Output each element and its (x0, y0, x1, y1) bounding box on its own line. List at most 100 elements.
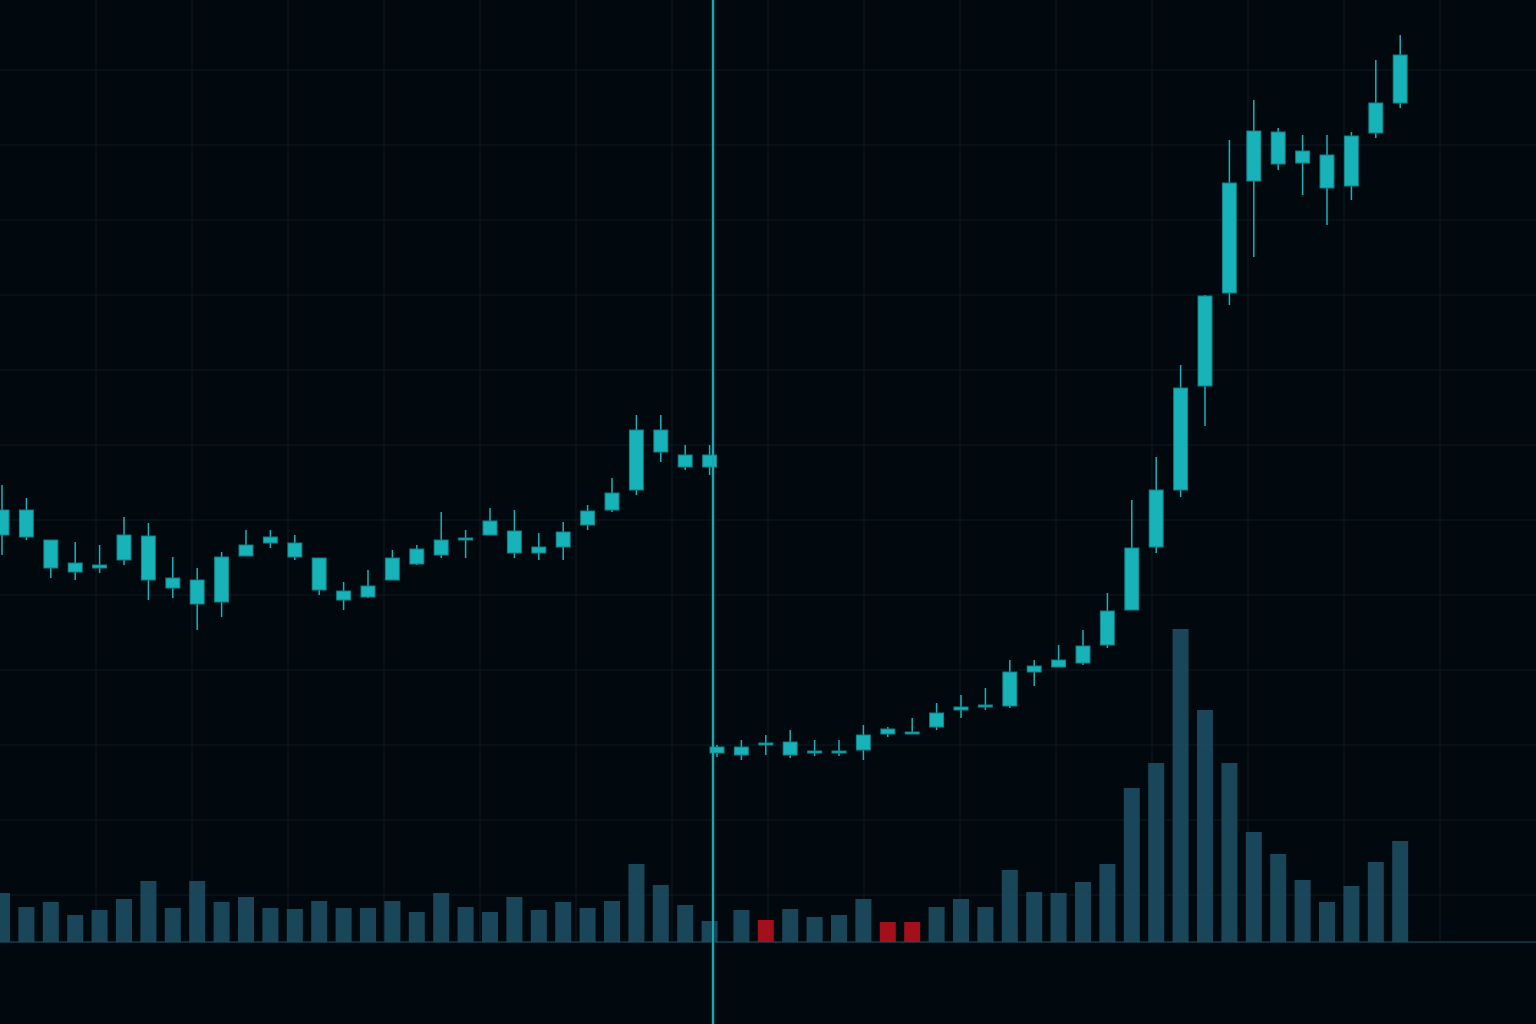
volume-bar (1270, 854, 1287, 942)
candle-body (702, 454, 718, 468)
candle-body (0, 509, 10, 536)
volume-bar (140, 881, 157, 942)
volume-bar (1075, 882, 1091, 942)
candle-body (1246, 130, 1262, 182)
volume-bar (1392, 841, 1409, 942)
candle-body (1295, 150, 1311, 164)
candle-body (458, 537, 474, 541)
candle-body (433, 539, 449, 556)
candle-body (782, 741, 798, 756)
volume-bar (604, 901, 620, 942)
candle-body (580, 510, 596, 526)
volume-bar (555, 902, 572, 942)
volume-bar (18, 907, 35, 942)
candle-body (1392, 54, 1408, 104)
candle-body (604, 492, 620, 511)
volume-bar (1123, 788, 1140, 942)
candle-body (287, 542, 303, 558)
volume-bar (433, 893, 450, 942)
candle-body (92, 564, 108, 569)
candle-body (506, 530, 522, 554)
volume-bar (855, 899, 872, 942)
volume-bar (91, 910, 108, 942)
volume-bar (1148, 763, 1165, 942)
candle-body (1173, 387, 1189, 491)
candle-body (18, 509, 34, 538)
candle-body (1343, 135, 1359, 187)
volume-bar (579, 908, 596, 942)
volume-bar (953, 899, 969, 942)
volume-bar (286, 909, 303, 942)
volume-bar (189, 881, 206, 942)
candle-body (1368, 102, 1384, 134)
candle-body (1051, 659, 1067, 668)
volume-bar (482, 912, 498, 942)
candle-body (904, 731, 920, 735)
volume-bar (164, 908, 181, 942)
candle-body (555, 531, 571, 548)
volume-bar (1050, 893, 1067, 942)
candle-body (140, 535, 156, 581)
volume-bar (831, 915, 847, 942)
candle-body (807, 750, 823, 754)
volume-bar (879, 922, 896, 942)
candle-body (1075, 645, 1091, 664)
volume-bar (977, 907, 994, 942)
volume-bar (628, 864, 645, 942)
candle-body (1221, 182, 1237, 294)
candle-body (214, 556, 230, 603)
volume-bar (311, 901, 328, 942)
volume-bar (1294, 880, 1311, 942)
volume-bar (1343, 886, 1360, 942)
candle-body (733, 746, 749, 756)
volume-bar (1099, 864, 1116, 942)
candle-body (1148, 489, 1164, 548)
volume-bar (904, 922, 921, 942)
volume-bar (408, 912, 425, 942)
candle-body (360, 585, 376, 598)
candle-body (482, 520, 498, 536)
candle-body (831, 750, 847, 754)
candle-body (709, 746, 725, 754)
volume-bar (360, 908, 376, 942)
candle-body (953, 706, 969, 711)
volume-bar (928, 907, 945, 942)
volume-bar (782, 909, 799, 942)
volume-bar (1245, 832, 1262, 942)
candle-body (165, 577, 181, 589)
candle-body (43, 539, 59, 569)
volume-bar (213, 902, 230, 942)
candle-body (1002, 671, 1018, 707)
volume-bar (652, 885, 669, 942)
candle-body (1197, 295, 1213, 387)
volume-bar (1367, 862, 1384, 942)
volume-bar (1026, 892, 1043, 942)
volume-bar (757, 920, 774, 942)
candle-body (1026, 665, 1042, 673)
volume-bar (530, 910, 547, 942)
volume-bar (806, 917, 823, 942)
volume-bar (238, 897, 254, 942)
volume-bar (0, 893, 10, 942)
candle-body (1099, 610, 1115, 646)
grid (0, 0, 1536, 942)
volume-bar (701, 921, 718, 942)
candle-body (1270, 131, 1286, 165)
candle-body (238, 544, 254, 557)
volume-bar (506, 897, 523, 942)
candle-body (409, 548, 425, 565)
volume-bar (384, 901, 401, 942)
candle-body (677, 454, 693, 468)
volume-bar (1001, 870, 1018, 942)
candle-body (977, 704, 993, 708)
candle-body (384, 557, 400, 581)
candle-body (116, 534, 132, 561)
candle-body (262, 536, 278, 544)
candle-body (67, 562, 83, 573)
candle-body (1319, 154, 1335, 189)
volume-bar (1172, 629, 1189, 942)
volume-bar (1221, 763, 1238, 942)
volume-bar (1197, 710, 1213, 942)
